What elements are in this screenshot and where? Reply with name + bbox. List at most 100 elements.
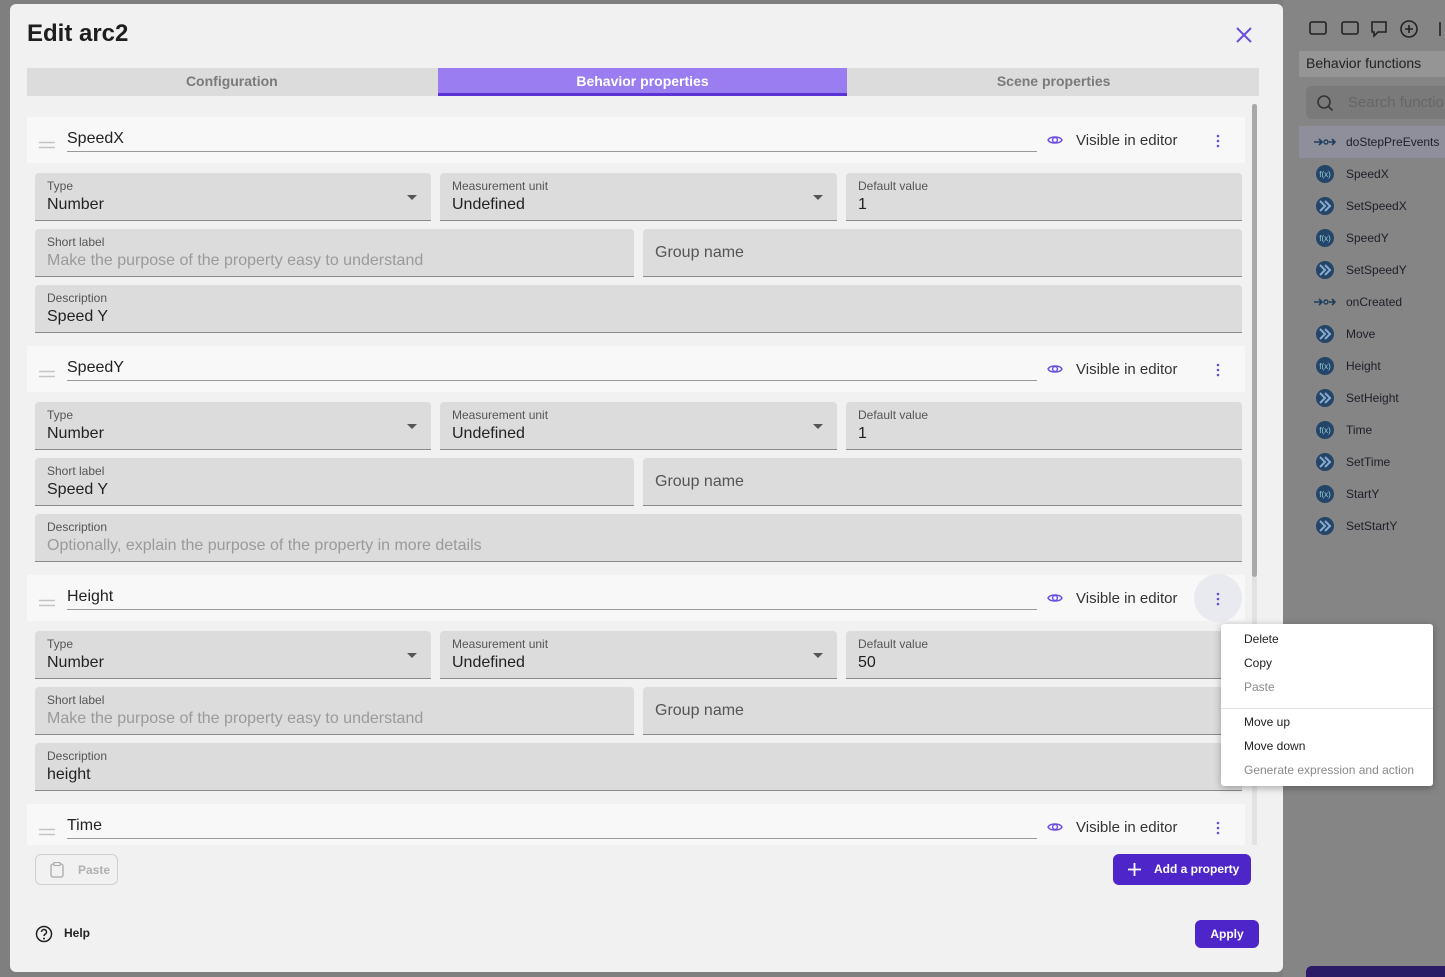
type-field[interactable]: Type Number xyxy=(35,173,431,221)
function-name: SpeedY xyxy=(1346,231,1389,245)
function-icon-glyph xyxy=(1314,298,1337,306)
unit-field[interactable]: Measurement unit Undefined xyxy=(440,402,837,450)
function-item[interactable]: f(x) Time xyxy=(1299,414,1445,446)
description-field[interactable]: Description height xyxy=(35,743,1242,791)
function-name: Time xyxy=(1346,423,1373,437)
default-field[interactable]: Default value 1 xyxy=(846,173,1242,221)
property: SpeedX Visible in editor Type Number Measure… xyxy=(27,117,1245,333)
more-button[interactable] xyxy=(1216,592,1220,611)
group-name-placeholder: Group name xyxy=(655,702,744,719)
default-field[interactable]: Default value 1 xyxy=(846,402,1242,450)
function-item[interactable]: SetHeight xyxy=(1299,382,1445,414)
function-item[interactable]: onCreated xyxy=(1299,286,1445,318)
more-button[interactable] xyxy=(1216,134,1220,153)
field-label: Default value xyxy=(858,637,929,651)
function-list: doStepPreEvents f(x) SpeedX SetSpeedX f(x) Sp… xyxy=(1299,126,1445,546)
field-value: Speed Y xyxy=(47,308,109,325)
function-item[interactable]: SetSpeedX xyxy=(1299,190,1445,222)
field-label: Measurement unit xyxy=(452,637,549,651)
more-button-glyph xyxy=(1216,134,1220,148)
drag-handle[interactable] xyxy=(38,823,56,841)
function-item[interactable]: f(x) Height xyxy=(1299,350,1445,382)
apply-button[interactable]: Apply xyxy=(1195,920,1259,948)
function-item[interactable]: Move xyxy=(1299,318,1445,350)
function-name: SetHeight xyxy=(1346,391,1399,405)
drag-handle[interactable] xyxy=(38,594,56,612)
short-label-field[interactable]: Short label Make the purpose of the prope… xyxy=(35,687,634,735)
visibility-icon[interactable] xyxy=(1047,591,1063,610)
group-name-field[interactable]: Group name xyxy=(643,687,1242,735)
function-name: Move xyxy=(1346,327,1376,341)
unit-field[interactable]: Measurement unit Undefined xyxy=(440,631,837,679)
visibility-icon[interactable] xyxy=(1047,133,1063,152)
menu-item[interactable]: Move down xyxy=(1244,739,1306,753)
function-item[interactable]: SetStartY xyxy=(1299,510,1445,542)
drag-handle[interactable] xyxy=(38,365,56,383)
type-field[interactable]: Type Number xyxy=(35,631,431,679)
visibility-label[interactable]: Visible in editor xyxy=(1076,361,1178,378)
group-name-field[interactable]: Group name xyxy=(643,229,1242,277)
menu-item[interactable]: Move up xyxy=(1244,715,1291,729)
function-item[interactable]: f(x) SpeedX xyxy=(1299,158,1445,190)
field-label: Default value xyxy=(858,179,929,193)
more-button[interactable] xyxy=(1216,363,1220,382)
group-name-field[interactable]: Group name xyxy=(643,458,1242,506)
property-name[interactable]: SpeedY xyxy=(67,359,124,376)
drag-handle-glyph xyxy=(39,141,55,149)
function-item[interactable]: SetSpeedY xyxy=(1299,254,1445,286)
drag-handle-glyph xyxy=(39,599,55,607)
visibility-icon-glyph xyxy=(1047,136,1063,144)
property: Time Visible in editor xyxy=(27,804,1245,845)
add-property-button[interactable]: Add a property xyxy=(1113,854,1251,885)
property-header xyxy=(27,117,1245,163)
menu-item[interactable]: Delete xyxy=(1244,632,1279,646)
property-name[interactable]: SpeedX xyxy=(67,130,124,147)
short-label-field[interactable]: Short label Speed Y xyxy=(35,458,634,506)
help-icon[interactable] xyxy=(35,925,53,943)
function-name: doStepPreEvents xyxy=(1346,135,1440,149)
visibility-icon[interactable] xyxy=(1047,820,1063,839)
description-field[interactable]: Description Speed Y xyxy=(35,285,1242,333)
sidebar-tab[interactable]: Behavior functions xyxy=(1299,51,1445,77)
tab[interactable]: Configuration xyxy=(185,73,278,89)
function-icon-glyph xyxy=(1314,138,1337,146)
type-field[interactable]: Type Number xyxy=(35,402,431,450)
function-item[interactable]: f(x) StartY xyxy=(1299,478,1445,510)
menu-item[interactable]: Copy xyxy=(1244,656,1273,670)
function-icon: f(x) xyxy=(1313,229,1337,252)
visibility-label[interactable]: Visible in editor xyxy=(1076,590,1178,607)
property-name[interactable]: Height xyxy=(67,588,114,605)
unit-field[interactable]: Measurement unit Undefined xyxy=(440,173,837,221)
field-label: Measurement unit xyxy=(452,179,549,193)
field-placeholder: Make the purpose of the property easy to… xyxy=(47,252,424,269)
visibility-label[interactable]: Visible in editor xyxy=(1076,819,1178,836)
scrollbar-thumb[interactable] xyxy=(1252,104,1257,577)
visibility-icon[interactable] xyxy=(1047,362,1063,381)
function-item[interactable]: doStepPreEvents xyxy=(1299,126,1445,158)
tab[interactable]: Scene properties xyxy=(996,73,1111,89)
property-name[interactable]: Time xyxy=(67,817,102,834)
menu-item: Generate expression and action xyxy=(1244,763,1415,777)
more-button-glyph xyxy=(1216,592,1220,606)
function-item[interactable]: SetTime xyxy=(1299,446,1445,478)
tab[interactable]: Behavior properties xyxy=(437,68,848,96)
search-box[interactable]: Search functions xyxy=(1306,86,1445,119)
close-button[interactable] xyxy=(1234,25,1254,45)
field-label: Short label xyxy=(47,235,105,249)
function-icon: f(x) xyxy=(1313,421,1337,444)
paste-button[interactable]: Paste xyxy=(35,854,118,885)
function-item[interactable]: f(x) SpeedY xyxy=(1299,222,1445,254)
drag-handle[interactable] xyxy=(38,136,56,154)
field-value: Number xyxy=(47,425,104,442)
short-label-field[interactable]: Short label Make the purpose of the prope… xyxy=(35,229,634,277)
context-menu: Delete Copy Paste Move up Move down Generate … xyxy=(1221,624,1433,786)
help-link[interactable]: Help xyxy=(64,926,91,940)
svg-text:f(x): f(x) xyxy=(1319,234,1331,243)
function-icon-glyph xyxy=(1316,197,1334,215)
field-label: Short label xyxy=(47,464,105,478)
default-field[interactable]: Default value 50 xyxy=(846,631,1242,679)
visibility-label[interactable]: Visible in editor xyxy=(1076,132,1178,149)
function-icon xyxy=(1313,325,1337,348)
more-button[interactable] xyxy=(1216,821,1220,840)
description-field[interactable]: Description Optionally, explain the purpo… xyxy=(35,514,1242,562)
